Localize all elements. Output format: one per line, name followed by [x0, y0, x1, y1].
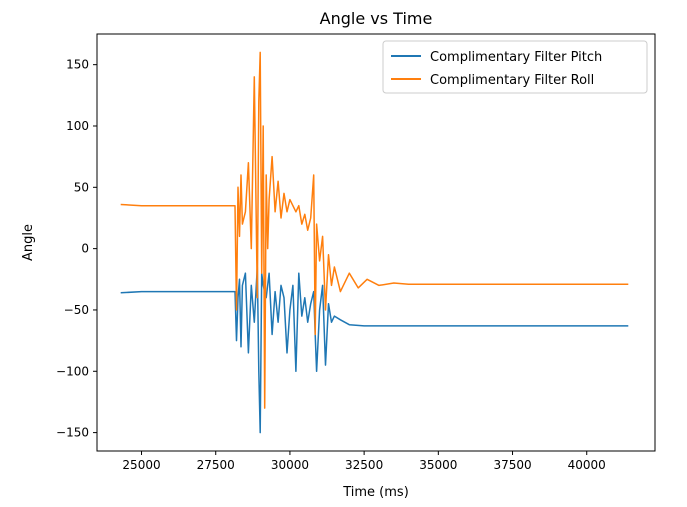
- y-axis-ticks: −150 −100 −50 0 50 100 150: [56, 58, 97, 440]
- y-tick-label: 0: [81, 242, 89, 256]
- x-tick-label: 32500: [345, 458, 383, 472]
- y-tick-label: 50: [74, 180, 89, 194]
- x-tick-label: 30000: [271, 458, 309, 472]
- plot-lines: [120, 51, 629, 434]
- x-tick-label: 27500: [197, 458, 235, 472]
- y-tick-label: 100: [66, 119, 89, 133]
- series-line-roll: [120, 51, 629, 409]
- x-tick-label: 40000: [568, 458, 606, 472]
- x-tick-label: 37500: [493, 458, 531, 472]
- legend-label-roll: Complimentary Filter Roll: [430, 73, 594, 88]
- y-tick-label: 150: [66, 58, 89, 72]
- x-axis-label: Time (ms): [342, 485, 409, 500]
- chart-title: Angle vs Time: [320, 9, 433, 28]
- x-tick-label: 35000: [419, 458, 457, 472]
- y-tick-label: −100: [56, 364, 89, 378]
- legend: Complimentary Filter Pitch Complimentary…: [382, 40, 648, 94]
- x-axis-ticks: 25000 27500 30000 32500 35000 37500 40000: [122, 451, 606, 472]
- legend-label-pitch: Complimentary Filter Pitch: [430, 50, 602, 65]
- legend-box: [382, 40, 648, 94]
- series-line-pitch: [120, 266, 629, 434]
- y-tick-label: −50: [64, 303, 89, 317]
- y-axis-label: Angle: [21, 224, 36, 261]
- y-tick-label: −150: [56, 426, 89, 440]
- plot-frame: [96, 33, 656, 452]
- x-tick-label: 25000: [122, 458, 160, 472]
